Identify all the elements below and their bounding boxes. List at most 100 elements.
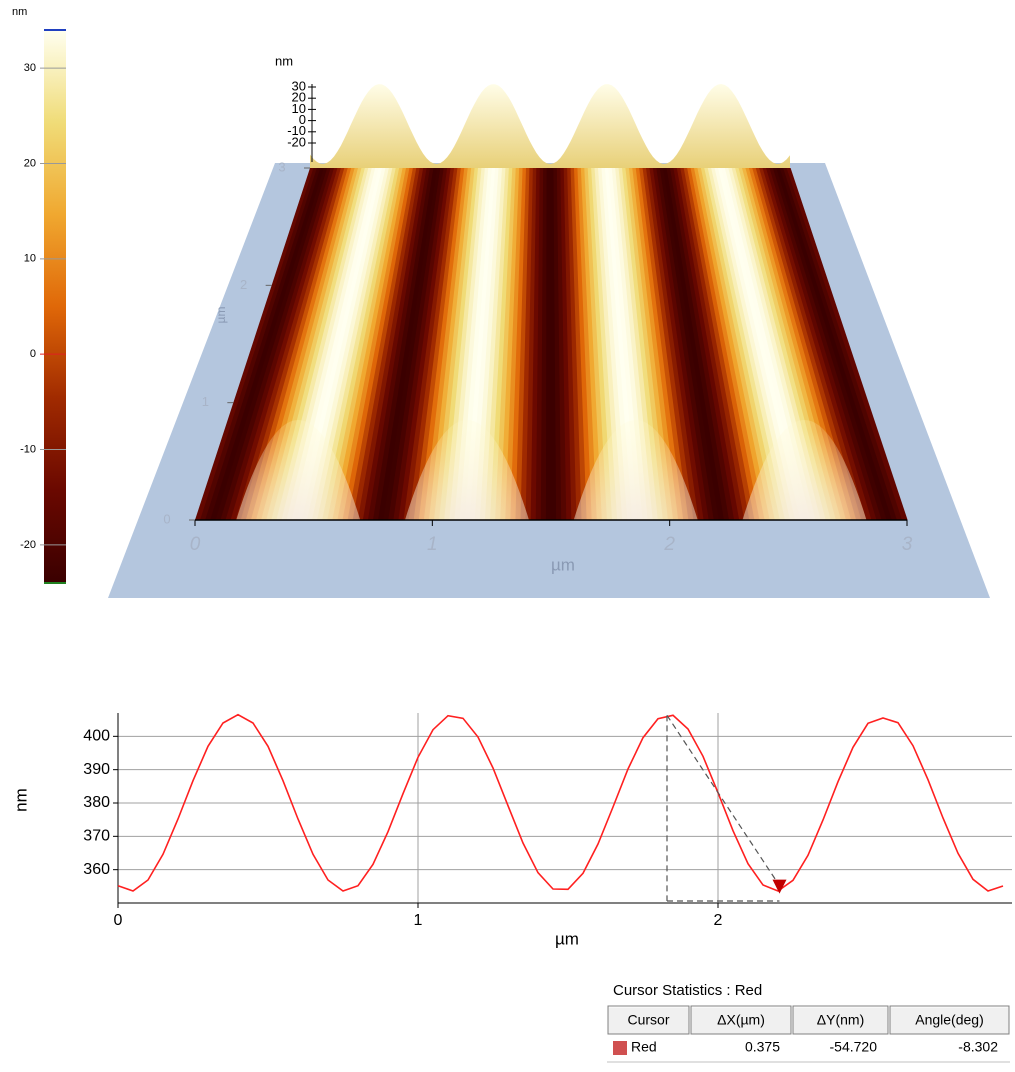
surface-slice: [762, 168, 872, 520]
surface-slice: [311, 168, 393, 520]
cursor-diagonal: [666, 715, 781, 886]
surface-slice: [642, 168, 694, 520]
x-tick-label: 0: [114, 912, 123, 929]
surface-slice: [584, 168, 608, 520]
surface-slice: [301, 168, 387, 520]
y-tick-label-3d: 0: [163, 511, 170, 526]
surface-slice: [540, 168, 548, 520]
surface-slice: [776, 168, 893, 520]
surface-slice: [580, 168, 603, 520]
table-cell: -54.720: [830, 1039, 878, 1055]
surface-slice: [766, 168, 878, 520]
surface-slice: [240, 168, 345, 520]
colorbar-tick-label: 0: [30, 348, 36, 360]
y-tick-label: 390: [83, 761, 110, 778]
surface-slice: [393, 168, 448, 520]
colorbar: [44, 30, 66, 583]
x-tick-label-3d: 3: [902, 534, 913, 555]
surface-slice: [403, 168, 455, 520]
surface-slice: [632, 168, 679, 520]
x-tick-label-3d: 0: [190, 534, 201, 555]
surface-slice: [215, 168, 328, 520]
cursor-marker: [772, 879, 787, 894]
surface-front-ridge: [573, 420, 698, 520]
surface-slice: [556, 168, 567, 520]
surface-slice: [711, 168, 796, 520]
surface-slice: [373, 168, 435, 520]
surface-slice: [520, 168, 534, 520]
table-header-cell: [607, 1005, 690, 1035]
surface-slice: [659, 168, 720, 520]
surface-slice: [769, 168, 883, 520]
x-tick-label: 1: [414, 912, 423, 929]
surface-slice: [306, 168, 390, 520]
z-tick-label: 0: [299, 112, 306, 127]
surface-slice: [428, 168, 472, 520]
y-axis-label-3d: µm: [214, 307, 228, 324]
surface-slice: [327, 168, 404, 520]
table-title: Cursor Statistics : Red: [613, 982, 762, 999]
surface-slice: [670, 168, 735, 520]
surface-slice: [200, 168, 318, 520]
profile-x-label: µm: [555, 929, 579, 948]
surface-slice: [342, 168, 414, 520]
surface-slice: [567, 168, 583, 520]
x-tick-label: 2: [714, 912, 723, 929]
table-header: Cursor: [627, 1012, 669, 1028]
table-header: Angle(deg): [915, 1012, 984, 1028]
profile-line: [117, 713, 1004, 892]
surface-slice: [337, 168, 411, 520]
surface-slice: [332, 168, 407, 520]
surface-slice: [666, 168, 730, 520]
z-tick-label: -10: [287, 123, 306, 138]
surface-slice: [525, 168, 537, 520]
surface-slice: [418, 168, 465, 520]
surface-slice: [690, 168, 766, 520]
surface-slice: [680, 168, 750, 520]
surface-slice: [388, 168, 445, 520]
surface-slice: [649, 168, 705, 520]
surface-front-ridge: [404, 420, 529, 520]
surface-slice: [505, 168, 524, 520]
surface-slice: [195, 168, 315, 520]
surface-slice: [205, 168, 321, 520]
surface-slice: [570, 168, 588, 520]
y-tick-label-3d: 1: [202, 394, 209, 409]
surface-slice: [489, 168, 513, 520]
colorbar-tick-label: -20: [20, 539, 36, 551]
table-header: ΔX(µm): [717, 1012, 765, 1028]
surface-slice: [577, 168, 598, 520]
surface-slice: [530, 168, 541, 520]
surface-slice: [408, 168, 459, 520]
surface-slice: [322, 168, 400, 520]
surface-slice: [347, 168, 417, 520]
surface-slice: [574, 168, 593, 520]
surface-slice: [714, 168, 801, 520]
surface-slice: [352, 168, 421, 520]
surface-slice: [772, 168, 888, 520]
surface-slice: [553, 168, 562, 520]
surface-slice: [625, 168, 669, 520]
y-tick-label: 370: [83, 828, 110, 845]
surface-slice: [383, 168, 441, 520]
surface-slice: [759, 168, 867, 520]
y-tick-label-3d: 3: [278, 159, 285, 174]
y-tick-label: 380: [83, 794, 110, 811]
surface-slice: [591, 168, 618, 520]
surface-slice: [225, 168, 335, 520]
surface-slice: [694, 168, 771, 520]
surface-slice: [783, 168, 903, 520]
surface-slice: [786, 168, 908, 520]
surface-slice: [697, 168, 776, 520]
surface-slice: [587, 168, 613, 520]
surface-slice: [683, 168, 756, 520]
surface-slice: [495, 168, 517, 520]
colorbar-tick-label: 10: [24, 253, 36, 265]
surface-slice: [560, 168, 572, 520]
table-header-cell: [690, 1005, 792, 1035]
colorbar-unit: nm: [12, 6, 27, 18]
table-header: ΔY(nm): [817, 1012, 864, 1028]
